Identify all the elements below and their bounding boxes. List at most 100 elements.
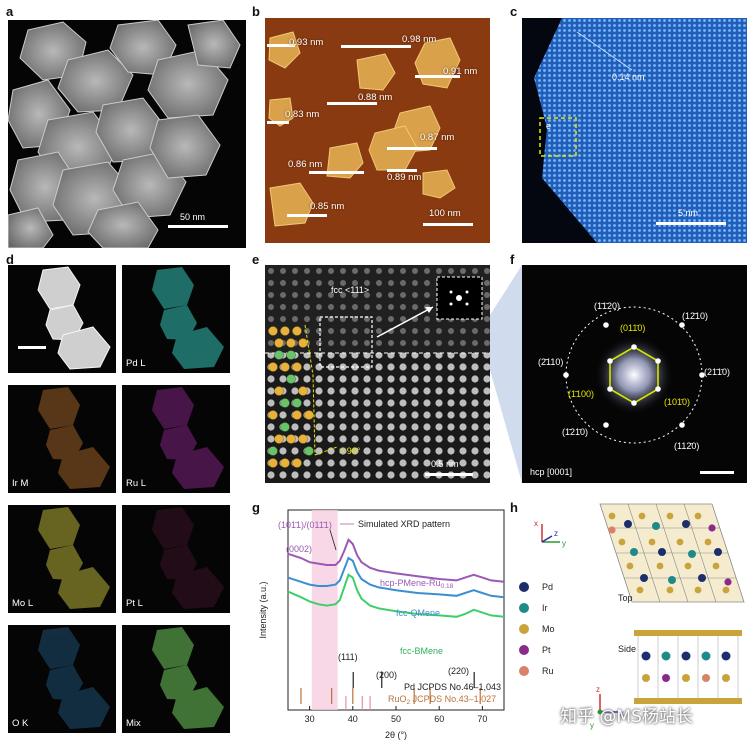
scale-label: 100 nm (429, 208, 461, 219)
axis-y: y (562, 539, 566, 548)
panel-label-d: d (6, 252, 14, 267)
zone-axis-label: fcc <111> (331, 285, 370, 295)
legend-ru: Ru (542, 666, 554, 676)
fft-spot-label: (21̄1̄0) (704, 367, 731, 377)
scale-bar (423, 223, 473, 226)
fft-spot-label: (1̄1̄20) (594, 301, 621, 311)
fft-pattern (563, 306, 705, 444)
panel-label-c: c (510, 4, 518, 19)
map-mo: Mo L (8, 505, 116, 613)
map-label: Mo L (12, 598, 34, 609)
box-label: e (546, 121, 552, 131)
zone-axis-label: hcp [0001] (530, 467, 573, 477)
axis-x: x (620, 709, 624, 718)
fft-spot-label: (1̄21̄0) (562, 427, 589, 437)
reference-patterns (300, 672, 481, 710)
height-label-7: 0.86 nm (288, 159, 323, 170)
ref-label-ruo2: RuO2 JCPDS No.43–1,027 (388, 694, 496, 706)
angle-label: > 90° (339, 446, 361, 456)
xrd-curve-1 (287, 538, 505, 583)
structure-svg: x y z Pd Ir Mo Pt Ru Top (519, 503, 745, 730)
axis-z: z (596, 685, 600, 694)
peak-label-200: (200) (376, 670, 397, 680)
map-label: Mix (126, 718, 141, 729)
eds-speckle (152, 507, 224, 609)
top-view-lattice (599, 503, 745, 603)
height-bar-8 (387, 169, 417, 172)
eds-speckle (38, 387, 110, 489)
scale-bar (168, 225, 228, 228)
panel-label-e: e (252, 252, 260, 267)
y-axis-label: Intensity (a.u.) (258, 581, 268, 638)
legend-label: Simulated XRD pattern (358, 519, 450, 529)
panel-label-a: a (6, 4, 14, 19)
scale-label: 0.5 nm (431, 459, 459, 469)
panel-e-hrstem-image: fcc <111> > 90° 0.5 nm (265, 265, 490, 483)
scale-label: 5 nm (678, 208, 699, 218)
eds-speckle (152, 387, 224, 489)
height-bar-6 (387, 147, 437, 150)
height-bar-7 (309, 171, 364, 174)
height-label-4: 0.88 nm (358, 92, 393, 103)
legend-pd: Pd (542, 582, 553, 592)
panel-label-f: f (510, 252, 515, 267)
legend-swatch (519, 624, 529, 634)
peak-label-220: (220) (448, 666, 469, 676)
map-ru: Ru L (122, 385, 230, 493)
height-bar-2 (341, 45, 411, 48)
height-bar-5 (267, 121, 289, 124)
legend-swatch (519, 645, 529, 655)
scale-bar (18, 346, 46, 349)
height-bar-4 (327, 102, 377, 105)
panel-label-h: h (510, 500, 518, 515)
particles-image (37, 266, 111, 370)
x-ticks: 30 40 50 60 70 (305, 706, 487, 724)
view-label-side: Side (618, 644, 636, 654)
height-label-3: 0.91 nm (443, 66, 478, 77)
map-pt: Pt L (122, 505, 230, 613)
highlight-band (311, 510, 338, 710)
axis-z: z (554, 529, 558, 538)
curve-label-1: hcp-PMene-Ru0.18 (380, 578, 454, 590)
side-view-lattice (634, 630, 742, 704)
map-mix: Mix (122, 625, 230, 733)
eds-speckle (38, 627, 110, 729)
height-label-5: 0.83 nm (285, 109, 320, 120)
map-label: Pd L (126, 358, 146, 369)
eds-speckle (152, 627, 224, 729)
height-bar-1 (267, 44, 295, 47)
height-label-6: 0.87 nm (420, 132, 455, 143)
height-label-2: 0.98 nm (402, 34, 437, 45)
tem-nanosheets (8, 20, 241, 248)
peak-label-upper: (101̄1)/(011̄1) (278, 520, 332, 530)
xrd-curve-2 (287, 556, 505, 599)
panel-a-tem-image: 50 nm (8, 20, 246, 248)
panel-c-haadf-image: 0.14 nm e 5 nm (522, 18, 747, 243)
peak-label-lower: (0002) (286, 544, 312, 554)
map-label: Ir M (12, 478, 29, 489)
scale-label: 50 nm (180, 212, 206, 222)
panel-g-xrd-chart: 30 40 50 60 70 Simulated XRD pattern (101̄1)… (248, 500, 510, 742)
fft-inner-spot-label: (101̄0) (664, 397, 691, 407)
x-tick-label: 30 (305, 714, 315, 724)
axis-x: x (534, 519, 538, 528)
fft-inner-spot-label: (011̄0) (620, 323, 646, 333)
height-label-9: 0.85 nm (310, 201, 345, 212)
zoom-wedge (490, 265, 522, 483)
legend-ir: Ir (542, 603, 548, 613)
scale-bar (425, 473, 473, 476)
legend-mo: Mo (542, 624, 555, 634)
height-bar-3 (415, 75, 460, 78)
panel-label-g: g (252, 500, 260, 515)
haadf-map (8, 265, 116, 373)
fft-inner-spot-label: (1̄100) (568, 389, 595, 399)
legend-pt: Pt (542, 645, 551, 655)
xrd-plot: 30 40 50 60 70 Simulated XRD pattern (101̄1)… (258, 509, 505, 740)
side-axes (597, 694, 618, 715)
element-legend: Pd Ir Mo Pt Ru (519, 582, 555, 676)
fft-spot-label: (12̄10) (682, 311, 709, 321)
atomic-lattice (534, 18, 747, 243)
panel-b-afm-image: 0.93 nm 0.98 nm 0.91 nm 0.88 nm 0.83 nm … (265, 18, 490, 243)
lattice-spacing-label: 0.14 nm (612, 72, 645, 82)
x-tick-label: 40 (348, 714, 358, 724)
